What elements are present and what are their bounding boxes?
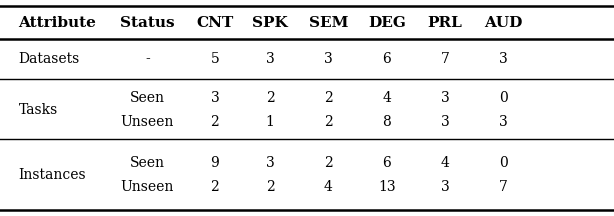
Text: 5: 5	[211, 52, 219, 66]
Text: 6: 6	[383, 52, 391, 66]
Text: 1: 1	[266, 115, 274, 129]
Text: -: -	[145, 52, 150, 66]
Text: 2: 2	[211, 115, 219, 129]
Text: Datasets: Datasets	[18, 52, 80, 66]
Text: 13: 13	[378, 180, 395, 194]
Text: Seen: Seen	[130, 91, 165, 105]
Text: 3: 3	[441, 91, 449, 105]
Text: 2: 2	[266, 91, 274, 105]
Text: 0: 0	[499, 91, 508, 105]
Text: SPK: SPK	[252, 16, 288, 30]
Text: 6: 6	[383, 156, 391, 170]
Text: 8: 8	[383, 115, 391, 129]
Text: SEM: SEM	[309, 16, 348, 30]
Text: 4: 4	[324, 180, 333, 194]
Text: 3: 3	[441, 180, 449, 194]
Text: Unseen: Unseen	[121, 180, 174, 194]
Text: 3: 3	[499, 52, 508, 66]
Text: 3: 3	[266, 156, 274, 170]
Text: 0: 0	[499, 156, 508, 170]
Text: CNT: CNT	[196, 16, 233, 30]
Text: 9: 9	[211, 156, 219, 170]
Text: 2: 2	[324, 156, 333, 170]
Text: 7: 7	[441, 52, 449, 66]
Text: AUD: AUD	[484, 16, 523, 30]
Text: 2: 2	[211, 180, 219, 194]
Text: 3: 3	[266, 52, 274, 66]
Text: 2: 2	[324, 91, 333, 105]
Text: 4: 4	[383, 91, 391, 105]
Text: Status: Status	[120, 16, 174, 30]
Text: PRL: PRL	[428, 16, 462, 30]
Text: 3: 3	[499, 115, 508, 129]
Text: Attribute: Attribute	[18, 16, 96, 30]
Text: Unseen: Unseen	[121, 115, 174, 129]
Text: Instances: Instances	[18, 168, 86, 182]
Text: 4: 4	[441, 156, 449, 170]
Text: 3: 3	[211, 91, 219, 105]
Text: 2: 2	[266, 180, 274, 194]
Text: Seen: Seen	[130, 156, 165, 170]
Text: 3: 3	[441, 115, 449, 129]
Text: 3: 3	[324, 52, 333, 66]
Text: 2: 2	[324, 115, 333, 129]
Text: 7: 7	[499, 180, 508, 194]
Text: Tasks: Tasks	[18, 103, 58, 117]
Text: DEG: DEG	[368, 16, 406, 30]
